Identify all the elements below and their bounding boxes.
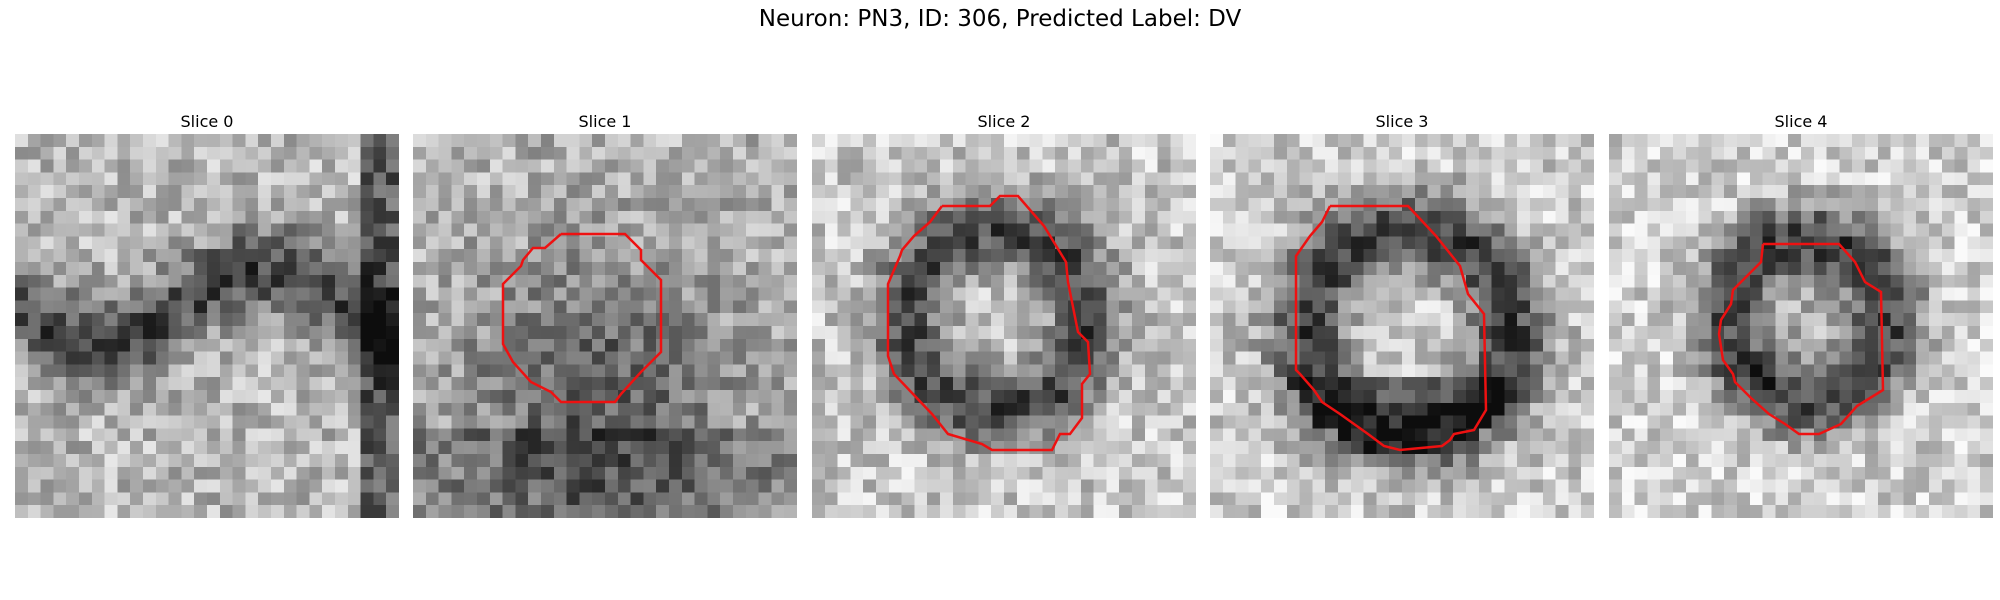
- slice-title-2: Slice 2: [977, 112, 1031, 131]
- slice-panel-4: Slice 4: [1609, 110, 1993, 518]
- slice-panel-0: Slice 0: [15, 110, 399, 518]
- slice-panel-2: Slice 2: [812, 110, 1196, 518]
- slice-title-3: Slice 3: [1375, 112, 1429, 131]
- slice-title-4: Slice 4: [1774, 112, 1828, 131]
- slice-image-3: [1210, 134, 1594, 518]
- slice-image-1: [413, 134, 797, 518]
- slice-image-0: [15, 134, 399, 518]
- figure-title: Neuron: PN3, ID: 306, Predicted Label: D…: [758, 6, 1242, 32]
- slice-image-2: [812, 134, 1196, 518]
- slice-title-0: Slice 0: [180, 112, 234, 131]
- slice-title-1: Slice 1: [578, 112, 632, 131]
- slice-image-4: [1609, 134, 1993, 518]
- slice-panel-3: Slice 3: [1210, 110, 1594, 518]
- slice-panel-1: Slice 1: [413, 110, 797, 518]
